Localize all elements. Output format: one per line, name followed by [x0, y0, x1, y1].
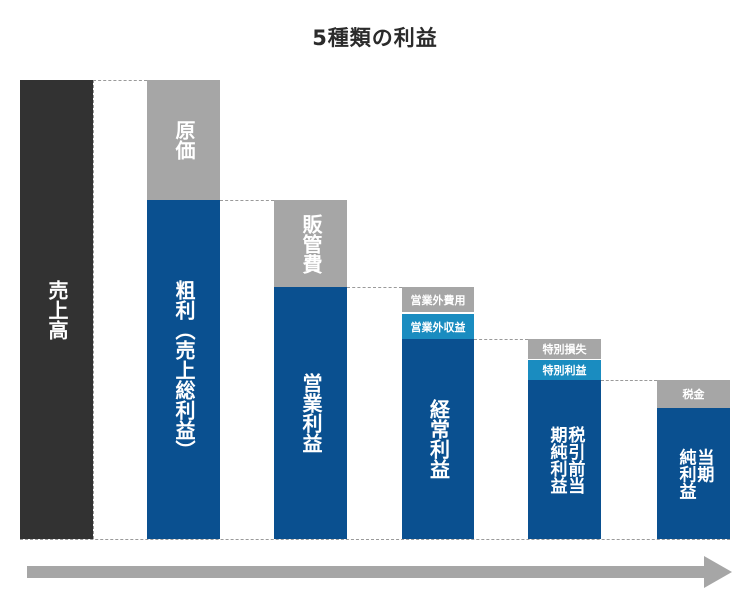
pretax-profit-line2: 期純利益	[546, 425, 567, 494]
connector-line	[474, 339, 528, 340]
non-operating-expense-block: 営業外費用	[402, 287, 474, 312]
operating-profit-label: 営業利益	[299, 373, 323, 453]
arrow-shaft	[27, 566, 707, 578]
tax-block: 税金	[657, 380, 730, 408]
non-operating-income-label: 営業外収益	[410, 320, 466, 334]
ordinary-profit-block: 経常利益	[402, 339, 474, 539]
gross-profit-sub: （売上総利益）	[172, 319, 196, 460]
extraordinary-loss-block: 特別損失	[528, 339, 601, 359]
connector-line	[220, 200, 274, 201]
extraordinary-gain-label: 特別利益	[542, 364, 587, 377]
extraordinary-gain-block: 特別利益	[528, 360, 601, 380]
non-operating-income-block: 営業外収益	[402, 314, 474, 339]
baseline	[20, 539, 730, 540]
sales-label: 売上高	[45, 279, 69, 340]
gross-profit-block: 粗利（売上総利益）	[147, 200, 220, 539]
pretax-profit-block: 税引前当 期純利益	[528, 380, 601, 539]
sga-label: 販管費	[299, 213, 323, 274]
pretax-profit-line1: 税引前当	[564, 425, 585, 494]
sga-block: 販管費	[274, 200, 347, 287]
tax-label: 税金	[682, 388, 705, 401]
net-profit-line1: 当期	[693, 448, 714, 482]
net-profit-label: 当期 純利益	[675, 448, 714, 499]
ordinary-profit-label: 経常利益	[426, 399, 451, 479]
diagram-title: 5種類の利益	[312, 26, 438, 50]
arrow-head	[704, 556, 732, 588]
gross-profit-label: 粗利（売上総利益）	[172, 279, 196, 460]
non-operating-expense-label: 営業外費用	[410, 293, 466, 307]
connector-line	[601, 380, 657, 381]
connector-line	[93, 80, 94, 539]
gross-profit-main: 粗利	[172, 279, 196, 320]
extraordinary-loss-label: 特別損失	[542, 343, 587, 356]
pretax-profit-label: 税引前当 期純利益	[546, 425, 585, 494]
connector-line	[347, 287, 402, 288]
operating-profit-block: 営業利益	[274, 287, 347, 539]
cost-label: 原価	[172, 120, 196, 160]
net-profit-line2: 純利益	[675, 448, 696, 499]
connector-line	[93, 80, 147, 81]
cost-block: 原価	[147, 80, 220, 200]
net-profit-block: 当期 純利益	[657, 408, 730, 539]
sales-block: 売上高	[20, 80, 93, 539]
